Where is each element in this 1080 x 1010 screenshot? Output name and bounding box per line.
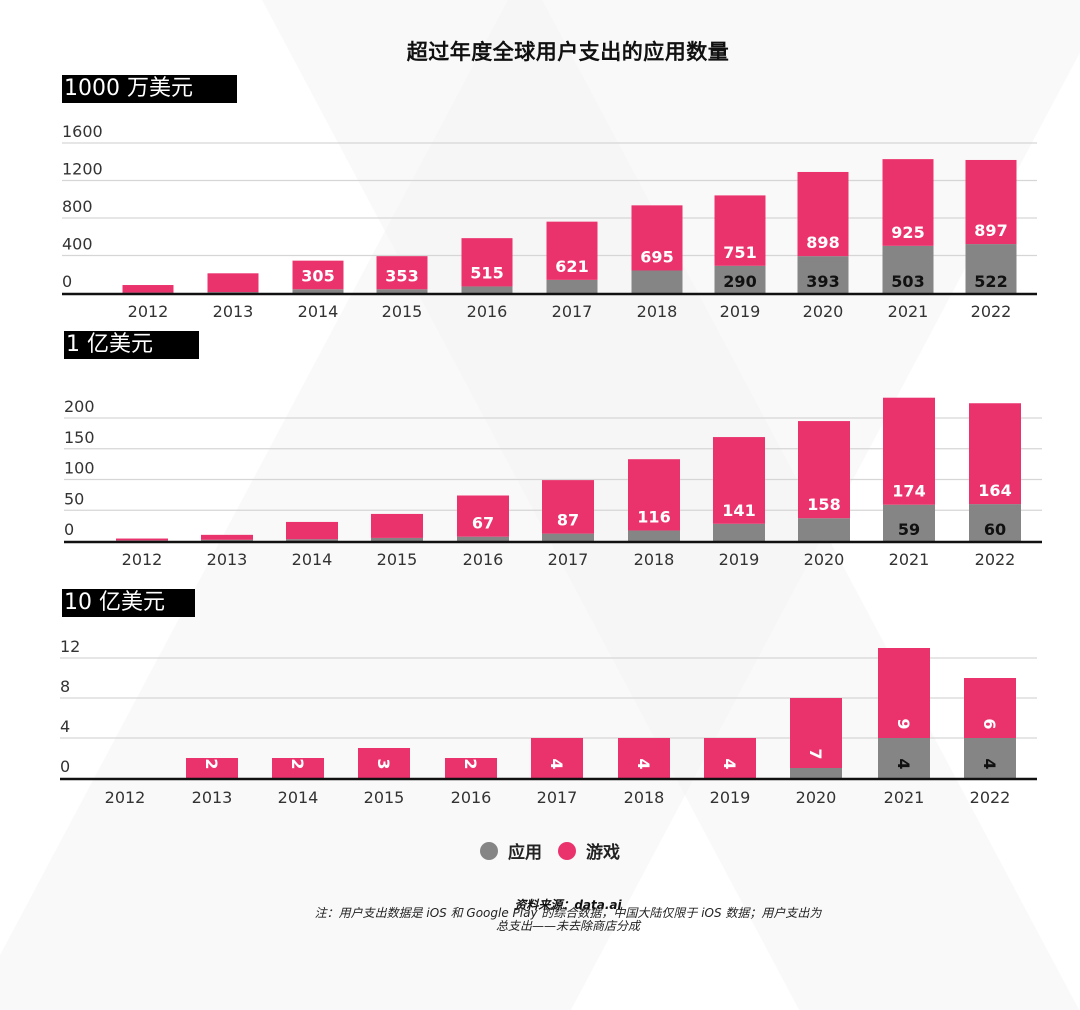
- x-tick-label: 2021: [884, 788, 925, 807]
- bar-label-apps: 4: [980, 758, 999, 769]
- note-text: 注：用户支出数据是 iOS 和 Google Play 的综合数据，中国大陆仅限…: [0, 907, 1080, 933]
- x-tick-label: 2020: [796, 788, 837, 807]
- y-tick-label: 4: [60, 717, 70, 736]
- bar-label-games: 6: [980, 718, 999, 729]
- x-tick-label: 2015: [364, 788, 405, 807]
- x-tick-label: 2019: [710, 788, 751, 807]
- legend-dot-apps: [480, 842, 498, 860]
- x-tick-label: 2017: [537, 788, 578, 807]
- x-tick-label: 2013: [192, 788, 233, 807]
- bar-label-apps: 4: [894, 758, 913, 769]
- bar-apps: [790, 768, 842, 778]
- x-tick-label: 2014: [278, 788, 319, 807]
- legend-dot-games: [558, 842, 576, 860]
- bar-label-games: 7: [806, 748, 825, 759]
- x-tick-label: 2018: [624, 788, 665, 807]
- x-tick-label: 2022: [970, 788, 1011, 807]
- legend-label-apps: 应用: [508, 838, 542, 863]
- legend-label-games: 游戏: [586, 838, 620, 863]
- bar-label-games: 2: [288, 758, 307, 769]
- y-tick-label: 8: [60, 677, 70, 696]
- legend-item-apps: 应用: [480, 838, 542, 863]
- bar-label-games: 3: [374, 758, 393, 769]
- x-tick-label: 2016: [451, 788, 492, 807]
- legend: 应用 游戏: [0, 838, 1080, 865]
- x-tick-label: 2012: [105, 788, 146, 807]
- note-line-2: 总支出——未去除商店分成: [0, 920, 1080, 933]
- bar-label-games: 2: [202, 758, 221, 769]
- y-tick-label: 0: [60, 757, 70, 776]
- legend-item-games: 游戏: [558, 838, 620, 863]
- chart-1b-usd: 0 4 8 12 2012 2 2013 2 2014 3 2015 2 2016 4 2017 4 2018 4…: [0, 0, 1080, 820]
- bar-label-games: 9: [894, 718, 913, 729]
- bar-label-games: 4: [720, 758, 739, 769]
- bar-label-games: 4: [634, 758, 653, 769]
- bar-label-games: 2: [461, 758, 480, 769]
- bar-label-games: 4: [547, 758, 566, 769]
- y-tick-label: 12: [60, 637, 80, 656]
